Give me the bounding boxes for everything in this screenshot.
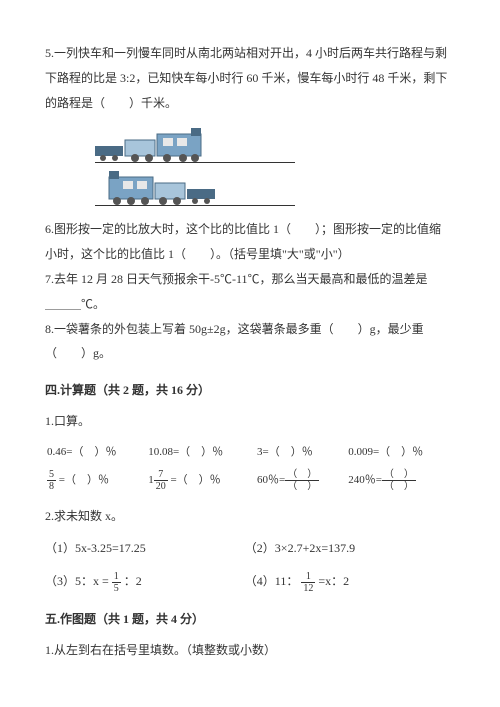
section-5-title: 五.作图题（共 1 题，共 4 分） [45, 608, 455, 631]
calc-cell: 58 =（ ）％ [45, 466, 146, 495]
calc-cell: 1720 =（ ）％ [146, 466, 255, 495]
q5-line3: 的路程是（ ）千米。 [45, 92, 455, 115]
calc-table: 0.46=（ ）％ 10.08=（ ）％ 3=（ ）％ 0.009=（ ）％ 5… [45, 439, 455, 495]
q7-line2: ＿＿＿℃。 [45, 293, 455, 316]
eq-3: （3）5：x = 15 ：2 [45, 570, 242, 594]
sec4-item1: 1.口算。 [45, 410, 455, 433]
equation-row-2: （3）5：x = 15 ：2 （4）11： 112 =x：2 [45, 570, 455, 594]
calc-cell: 0.009=（ ）％ [346, 439, 455, 466]
train-icon-top [95, 126, 215, 164]
table-row: 58 =（ ）％ 1720 =（ ）％ 60％=（ ）（ ） 240％=（ ）（… [45, 466, 455, 495]
train-illustration [95, 126, 455, 206]
q7-line1: 7.去年 12 月 28 日天气预报余干-5℃-11℃，那么当天最高和最低的温差… [45, 268, 455, 291]
sec5-item1: 1.从左到右在括号里填数。（填整数或小数） [45, 639, 455, 662]
train-icon-bottom [95, 169, 215, 207]
q5-line2: 下路程的比是 3:2，已知快车每小时行 60 千米，慢车每小时行 48 千米，剩… [45, 67, 455, 90]
calc-cell: 240％=（ ）（ ） [346, 466, 455, 495]
sec4-item2: 2.求未知数 x。 [45, 505, 455, 528]
q8-line2: （ ）g。 [45, 342, 455, 365]
calc-cell: 0.46=（ ）％ [45, 439, 146, 466]
q6-line1: 6.图形按一定的比放大时，这个比的比值比 1（ ）；图形按一定的比值缩 [45, 218, 455, 241]
section-4-title: 四.计算题（共 2 题，共 16 分） [45, 379, 455, 402]
eq-4: （4）11： 112 =x：2 [245, 570, 442, 594]
q5-line1: 5.一列快车和一列慢车同时从南北两站相对开出，4 小时后两车共行路程与剩 [45, 42, 455, 65]
q8-line1: 8.一袋薯条的外包装上写着 50g±2g，这袋薯条最多重（ ）g，最少重 [45, 318, 455, 341]
equation-row-1: （1）5x-3.25=17.25 （2）3×2.7+2x=137.9 [45, 537, 455, 560]
eq-1: （1）5x-3.25=17.25 [45, 537, 242, 560]
calc-cell: 10.08=（ ）％ [146, 439, 255, 466]
calc-cell: 3=（ ）％ [255, 439, 346, 466]
eq-2: （2）3×2.7+2x=137.9 [245, 537, 442, 560]
q6-line2: 小时，这个比的比值比 1（ ）。（括号里填"大"或"小"） [45, 243, 455, 266]
table-row: 0.46=（ ）％ 10.08=（ ）％ 3=（ ）％ 0.009=（ ）％ [45, 439, 455, 466]
calc-cell: 60％=（ ）（ ） [255, 466, 346, 495]
